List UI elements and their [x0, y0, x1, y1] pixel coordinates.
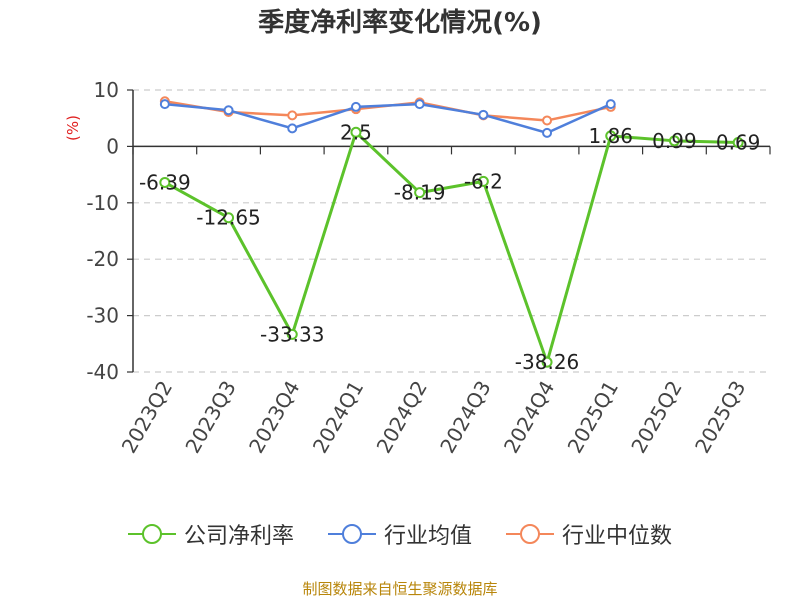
- x-tick-label: 2024Q3: [435, 376, 495, 457]
- legend-label: 行业中位数: [562, 524, 673, 549]
- x-tick-label: 2025Q3: [690, 377, 750, 458]
- chart-title: 季度净利率变化情况(%): [258, 8, 542, 38]
- legend-swatch: [506, 523, 554, 545]
- data-label-layer: -6.39-12.65 -33.33 2.5 -8.19 -6.2 -38.26 1.86 0…: [139, 120, 760, 374]
- data-label: -33.33: [260, 322, 324, 346]
- x-tick-label: 2024Q4: [499, 377, 559, 458]
- y-tick-label: -20: [86, 247, 119, 271]
- y-tick-label: 10: [94, 78, 119, 102]
- data-point-0: [541, 356, 553, 368]
- x-tick-label: 2023Q3: [180, 377, 240, 458]
- x-tick-label: 2025Q1: [563, 377, 623, 458]
- data-point-0: [223, 212, 235, 224]
- x-tick-label: 2023Q2: [117, 377, 177, 458]
- y-tick-label: -10: [86, 191, 119, 215]
- data-point-0: [477, 175, 489, 187]
- data-point-1: [287, 123, 298, 134]
- data-point-0: [605, 130, 617, 142]
- data-point-0: [732, 137, 744, 149]
- data-label: -38.26: [515, 350, 579, 374]
- data-point-2: [287, 110, 298, 121]
- data-point-0: [668, 135, 680, 147]
- source-footer: 制图数据来自恒生聚源数据库: [302, 580, 498, 598]
- data-point-1: [478, 109, 489, 120]
- x-tick-label: 2024Q2: [372, 377, 432, 458]
- legend: 公司净利率 行业均值 行业中位数: [0, 518, 800, 550]
- data-label: 1.86: [588, 124, 633, 148]
- legend-label: 行业均值: [383, 524, 472, 549]
- legend-swatch: [327, 523, 376, 545]
- x-tick-label: 2025Q2: [626, 377, 686, 458]
- data-point-0: [286, 328, 298, 340]
- data-label: -6.39: [139, 170, 191, 194]
- y-axis-label: (%): [64, 115, 82, 141]
- series-line-0: [164, 130, 739, 364]
- data-point-1: [542, 127, 553, 138]
- legend-item: 行业均值: [327, 518, 472, 550]
- data-label: -6.2: [464, 169, 503, 193]
- series-layer: [159, 96, 744, 368]
- data-point-1: [605, 99, 616, 110]
- data-point-2: [542, 115, 553, 126]
- data-point-0: [414, 187, 426, 199]
- data-point-0: [350, 126, 362, 138]
- data-label: 2.5: [340, 120, 372, 144]
- data-point-1: [223, 105, 234, 116]
- data-label: -12.65: [196, 206, 260, 230]
- data-label: -8.19: [394, 181, 446, 205]
- x-tick-label: 2023Q4: [244, 377, 304, 458]
- data-label: 0.69: [716, 131, 761, 155]
- data-point-0: [159, 176, 171, 188]
- data-point-1: [159, 99, 170, 110]
- data-point-1: [350, 101, 361, 112]
- legend-item: 行业中位数: [506, 518, 672, 550]
- y-tick-label: -30: [86, 304, 119, 328]
- legend-item: 公司净利率: [127, 518, 294, 550]
- y-tick-label: 0: [106, 134, 119, 158]
- data-point-1: [414, 99, 425, 110]
- y-tick-label: -40: [86, 360, 119, 384]
- x-tick-label: 2024Q1: [308, 377, 368, 458]
- data-label: 0.99: [652, 129, 697, 153]
- series-line-1: [164, 102, 612, 135]
- legend-swatch: [127, 523, 176, 545]
- legend-label: 公司净利率: [183, 524, 294, 549]
